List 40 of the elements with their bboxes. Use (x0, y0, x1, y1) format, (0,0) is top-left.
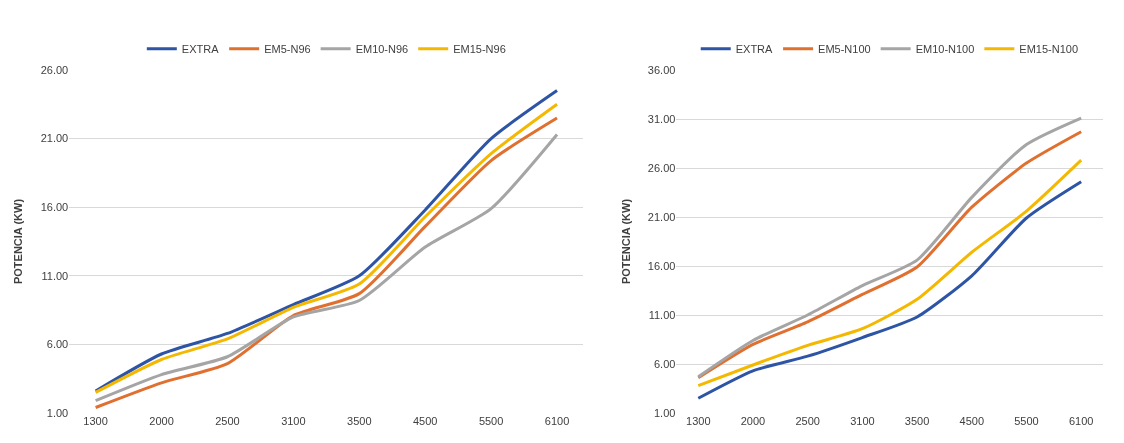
x-tick-label: 2000 (149, 415, 174, 427)
y-tick-label: 1.00 (653, 406, 676, 419)
y-axis-title: POTENCIA (KW) (12, 198, 25, 285)
x-tick-label: 2500 (795, 415, 820, 427)
y-tick-label: 36.00 (647, 63, 676, 76)
legend-label: EXTRA (181, 42, 220, 55)
legend-label: EM5-N100 (818, 42, 871, 55)
x-tick-label: 5500 (1014, 415, 1039, 427)
x-tick-label: 4500 (412, 415, 438, 427)
legend-label: EM10-N96 (355, 42, 409, 55)
x-tick-label: 6100 (544, 415, 570, 427)
y-tick-label: 11.00 (41, 269, 69, 282)
y-tick-label: 16.00 (40, 201, 69, 214)
x-tick-label: 1300 (83, 415, 108, 427)
legend-label: EM5-N96 (264, 42, 311, 55)
legend-label: EM10-N100 (915, 42, 975, 55)
x-tick-label: 4500 (959, 415, 985, 427)
y-tick-label: 16.00 (647, 259, 676, 272)
x-tick-label: 6100 (1068, 415, 1094, 427)
y-tick-label: 26.00 (647, 161, 676, 174)
y-tick-label: 1.00 (46, 406, 69, 419)
y-tick-label: 21.00 (647, 210, 676, 223)
x-tick-label: 3100 (281, 415, 306, 427)
x-tick-label: 3100 (850, 415, 875, 427)
y-tick-label: 31.00 (647, 112, 676, 125)
x-tick-label: 2500 (215, 415, 240, 427)
y-tick-label: 26.00 (40, 63, 69, 76)
x-tick-label: 3500 (347, 415, 372, 427)
y-tick-label: 6.00 (46, 338, 69, 351)
x-tick-label: 5500 (478, 415, 504, 427)
x-tick-label: 2000 (740, 415, 766, 427)
legend-label: EM15-N100 (1019, 42, 1079, 55)
x-tick-label: 1300 (686, 415, 711, 427)
y-tick-label: 11.00 (648, 308, 676, 321)
y-tick-label: 21.00 (40, 132, 69, 145)
x-tick-label: 3500 (904, 415, 930, 427)
legend-label: EXTRA (735, 42, 774, 55)
y-axis-title: POTENCIA (KW) (619, 198, 632, 285)
y-tick-label: 6.00 (653, 357, 676, 370)
legend-label: EM15-N96 (453, 42, 506, 55)
